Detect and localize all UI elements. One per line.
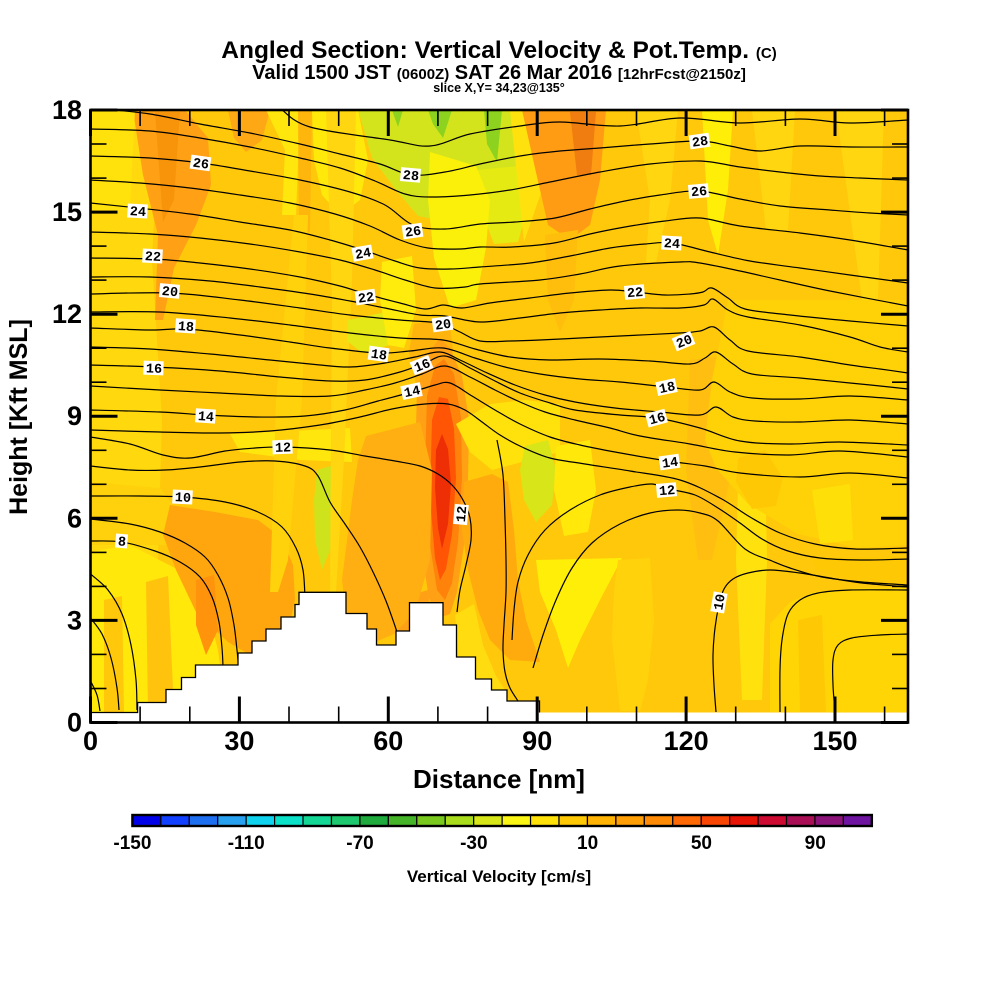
- svg-text:10: 10: [577, 833, 598, 854]
- svg-text:Vertical Velocity [cm/s]: Vertical Velocity [cm/s]: [407, 867, 591, 886]
- svg-text:15: 15: [52, 197, 82, 227]
- svg-text:20: 20: [161, 285, 178, 301]
- svg-text:18: 18: [52, 95, 82, 125]
- svg-text:60: 60: [373, 726, 403, 756]
- svg-text:28: 28: [691, 135, 709, 152]
- svg-text:0: 0: [67, 708, 82, 738]
- svg-text:20: 20: [434, 318, 452, 335]
- svg-text:-110: -110: [228, 833, 265, 854]
- svg-text:20: 20: [674, 333, 695, 353]
- svg-text:30: 30: [224, 726, 254, 756]
- svg-text:90: 90: [522, 726, 552, 756]
- svg-text:16: 16: [648, 411, 668, 430]
- svg-text:6: 6: [67, 503, 82, 533]
- svg-text:-150: -150: [113, 833, 151, 854]
- svg-text:24: 24: [354, 246, 373, 264]
- svg-text:10: 10: [174, 491, 191, 507]
- svg-text:0: 0: [83, 726, 98, 756]
- svg-text:Angled Section: Vertical Veloc: Angled Section: Vertical Velocity & Pot.…: [221, 37, 776, 64]
- svg-text:120: 120: [664, 726, 709, 756]
- svg-text:26: 26: [690, 185, 707, 201]
- svg-text:26: 26: [404, 225, 422, 242]
- svg-text:10: 10: [712, 593, 730, 612]
- svg-text:14: 14: [197, 410, 214, 426]
- svg-text:18: 18: [370, 348, 388, 365]
- svg-text:16: 16: [146, 362, 163, 378]
- svg-text:Valid 1500 JST (0600Z) SAT 26: Valid 1500 JST (0600Z) SAT 26 Mar 2016 […: [252, 62, 746, 84]
- svg-text:12: 12: [52, 299, 82, 329]
- svg-text:18: 18: [177, 320, 194, 336]
- svg-text:22: 22: [357, 291, 375, 308]
- svg-text:12: 12: [275, 441, 292, 457]
- svg-text:90: 90: [805, 833, 826, 854]
- svg-text:Distance [nm]: Distance [nm]: [413, 764, 585, 794]
- svg-text:150: 150: [812, 726, 857, 756]
- svg-text:slice X,Y= 34,23@135°: slice X,Y= 34,23@135°: [433, 81, 565, 95]
- svg-text:24: 24: [663, 237, 680, 253]
- svg-text:12: 12: [455, 505, 471, 522]
- svg-text:28: 28: [402, 169, 419, 185]
- svg-text:12: 12: [658, 484, 675, 500]
- svg-text:14: 14: [403, 384, 422, 402]
- svg-text:22: 22: [626, 286, 643, 302]
- svg-text:24: 24: [129, 205, 146, 221]
- svg-text:18: 18: [658, 380, 677, 398]
- svg-text:14: 14: [661, 456, 679, 473]
- svg-text:26: 26: [192, 157, 210, 174]
- svg-text:16: 16: [412, 357, 433, 377]
- svg-text:8: 8: [117, 535, 126, 551]
- svg-text:-30: -30: [460, 833, 487, 854]
- svg-text:3: 3: [67, 605, 82, 635]
- svg-text:-70: -70: [346, 833, 373, 854]
- svg-text:9: 9: [67, 401, 82, 431]
- svg-text:22: 22: [144, 250, 161, 266]
- svg-text:Height [Kft MSL]: Height [Kft MSL]: [5, 319, 33, 515]
- svg-text:50: 50: [691, 833, 712, 854]
